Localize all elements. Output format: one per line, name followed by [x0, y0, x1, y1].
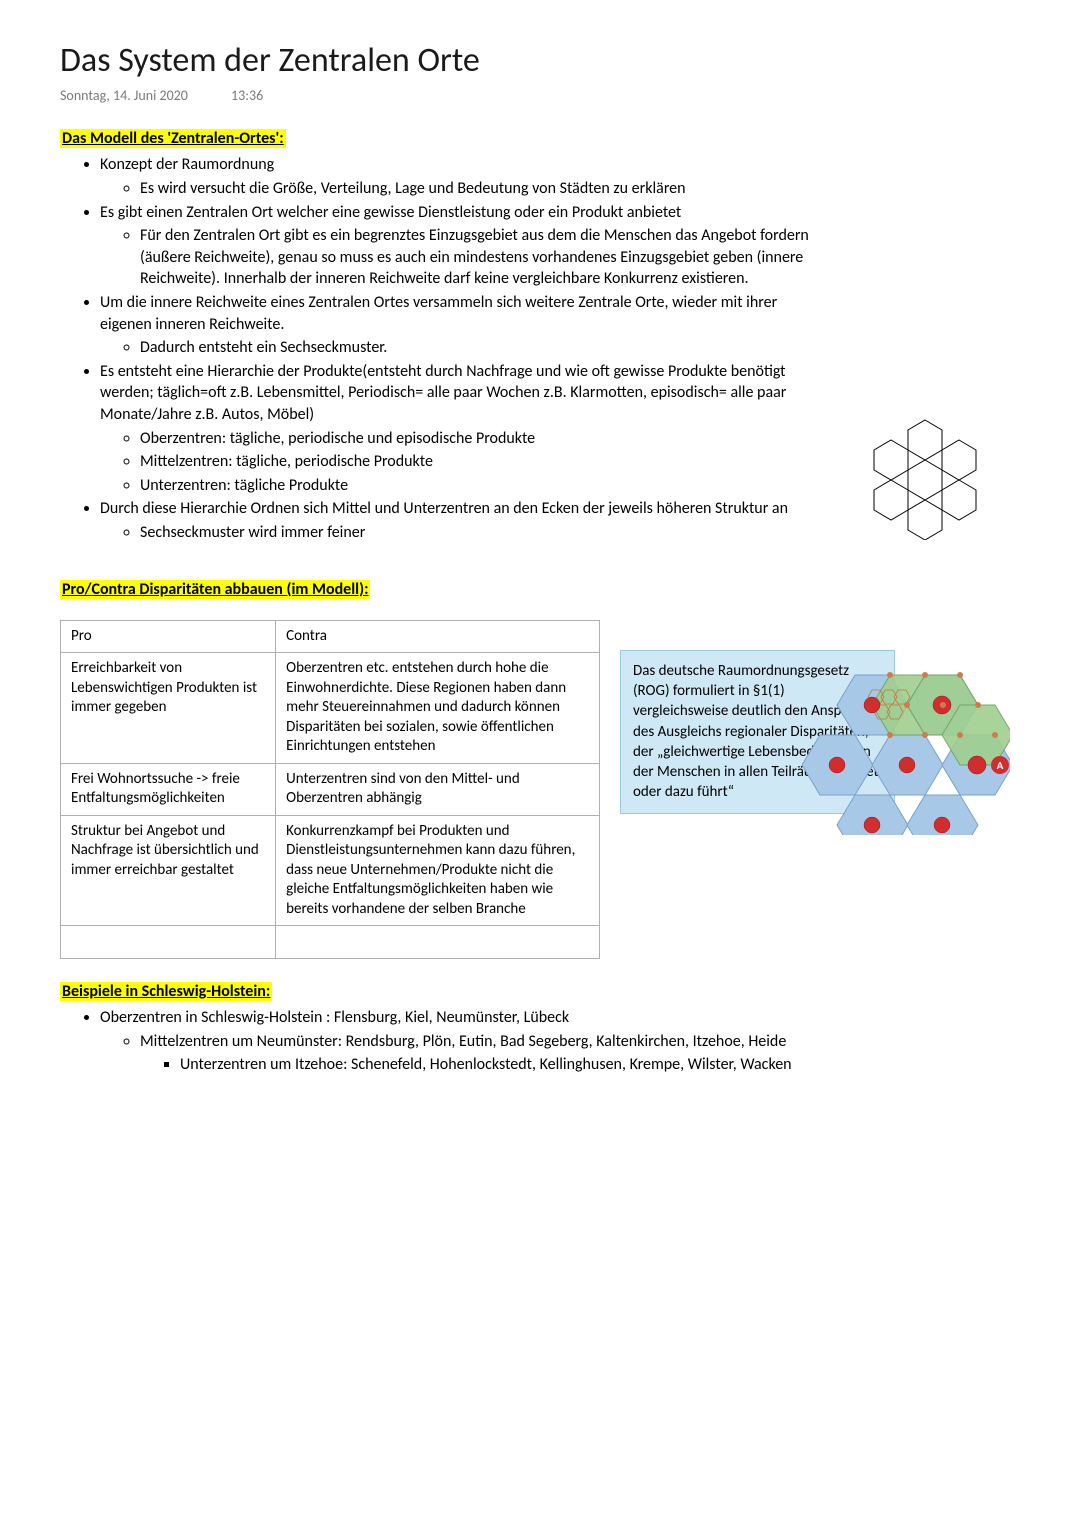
- table-cell: Erreichbarkeit von Lebenswichtigen Produ…: [61, 653, 276, 764]
- table-row: Struktur bei Angebot und Nachfrage ist ü…: [61, 815, 600, 926]
- section-header-examples: Beispiele in Schleswig-Holstein:: [60, 982, 272, 1001]
- list-item: Es wird versucht die Größe, Verteilung, …: [140, 178, 860, 200]
- svg-text:A: A: [997, 759, 1004, 772]
- list-item: Unterzentren: tägliche Produkte: [140, 475, 860, 497]
- table-cell: Unterzentren sind von den Mittel- und Ob…: [276, 763, 600, 815]
- list-item: Mittelzentren um Neumünster: Rendsburg, …: [140, 1031, 860, 1053]
- table-cell: Konkurrenzkampf bei Produkten und Dienst…: [276, 815, 600, 926]
- hex-diagram-complex: A: [800, 645, 1010, 840]
- table-cell: Struktur bei Angebot und Nachfrage ist ü…: [61, 815, 276, 926]
- meta-date: Sonntag, 14. Juni 2020: [60, 87, 188, 104]
- table-row: Frei Wohnortssuche -> freie Entfaltungsm…: [61, 763, 600, 815]
- list-item: Um die innere Reichweite eines Zentralen…: [100, 292, 820, 335]
- section-header-model: Das Modell des 'Zentralen-Ortes':: [60, 129, 286, 148]
- meta-time: 13:36: [231, 87, 263, 104]
- table-header-contra: Contra: [276, 620, 600, 653]
- page-title: Das System der Zentralen Orte: [60, 40, 1020, 81]
- table-cell: [276, 926, 600, 959]
- list-item: Konzept der Raumordnung: [100, 154, 820, 176]
- list-item: Sechseckmuster wird immer feiner: [140, 522, 860, 544]
- list-item: Für den Zentralen Ort gibt es ein begren…: [140, 225, 860, 290]
- list-item: Es entsteht eine Hierarchie der Produkte…: [100, 361, 820, 426]
- document: Das System der Zentralen Orte Sonntag, 1…: [60, 40, 1020, 1076]
- procon-table: Pro Contra Erreichbarkeit von Lebenswich…: [60, 620, 600, 959]
- list-examples: Oberzentren in Schleswig-Holstein : Flen…: [60, 1007, 1020, 1076]
- list-item: Es gibt einen Zentralen Ort welcher eine…: [100, 202, 820, 224]
- meta-line: Sonntag, 14. Juni 2020 13:36: [60, 87, 1020, 104]
- list-item: Dadurch entsteht ein Sechseckmuster.: [140, 337, 860, 359]
- list-item: Mittelzentren: tägliche, periodische Pro…: [140, 451, 860, 473]
- hex-diagram-simple: [860, 410, 990, 545]
- section-header-procon: Pro/Contra Disparitäten abbauen (im Mode…: [60, 580, 370, 599]
- table-header-pro: Pro: [61, 620, 276, 653]
- table-cell: [61, 926, 276, 959]
- list-item: Oberzentren in Schleswig-Holstein : Flen…: [100, 1007, 820, 1029]
- table-cell: Oberzentren etc. entstehen durch hohe di…: [276, 653, 600, 764]
- list-item: Unterzentren um Itzehoe: Schenefeld, Hoh…: [180, 1054, 900, 1076]
- section-procon: Pro/Contra Disparitäten abbauen (im Mode…: [60, 579, 1020, 601]
- table-row: [61, 926, 600, 959]
- section-examples: Beispiele in Schleswig-Holstein: Oberzen…: [60, 981, 1020, 1076]
- table-cell: Frei Wohnortssuche -> freie Entfaltungsm…: [61, 763, 276, 815]
- table-row: Erreichbarkeit von Lebenswichtigen Produ…: [61, 653, 600, 764]
- list-item: Oberzentren: tägliche, periodische und e…: [140, 428, 860, 450]
- list-item: Durch diese Hierarchie Ordnen sich Mitte…: [100, 498, 800, 520]
